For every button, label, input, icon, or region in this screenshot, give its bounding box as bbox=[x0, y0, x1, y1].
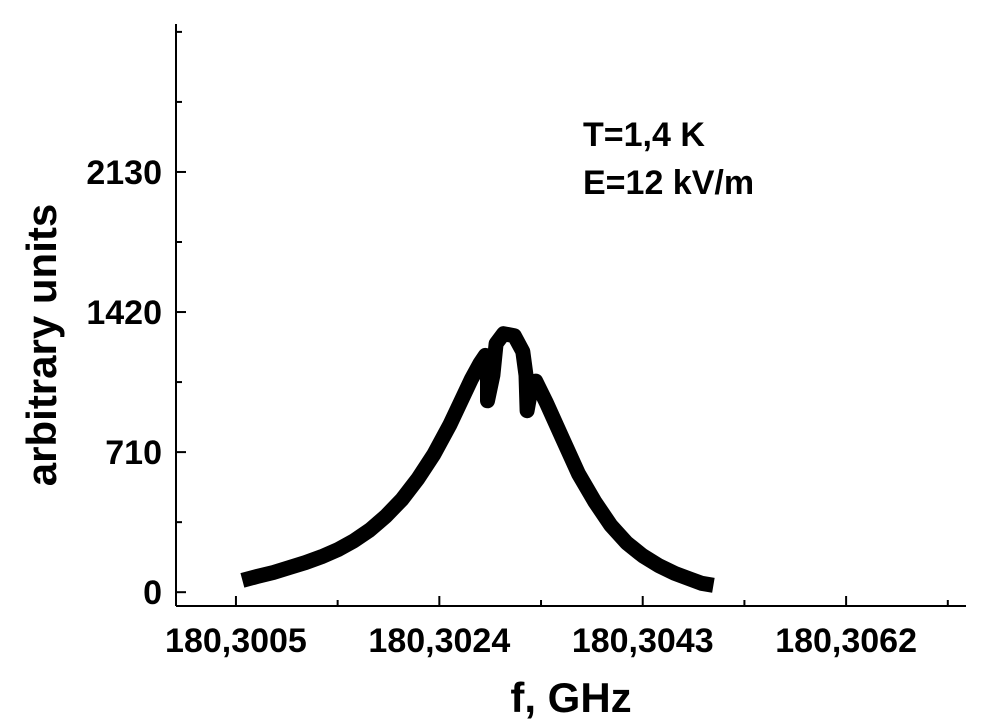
y-tick-label: 0 bbox=[143, 574, 162, 612]
tick-labels: 180,3005 180,3024 180,3043 180,3062 0 710 1420… bbox=[86, 154, 917, 660]
x-tick-label: 180,3062 bbox=[775, 622, 917, 660]
ticks bbox=[176, 30, 949, 606]
annotation-temperature: T=1,4 K bbox=[583, 116, 705, 154]
y-tick-label: 2130 bbox=[86, 154, 162, 192]
x-tick-label: 180,3005 bbox=[165, 622, 307, 660]
y-axis-title: arbitrary units bbox=[18, 204, 65, 486]
x-tick-label: 180,3024 bbox=[368, 622, 510, 660]
y-tick-label: 710 bbox=[105, 434, 162, 472]
axes bbox=[175, 24, 966, 607]
annotation-field: E=12 kV/m bbox=[583, 164, 754, 202]
series-layer bbox=[240, 326, 715, 593]
x-axis-title: f, GHz bbox=[510, 674, 631, 721]
series-line-0 bbox=[240, 326, 715, 593]
x-tick-label: 180,3043 bbox=[572, 622, 714, 660]
y-tick-label: 1420 bbox=[86, 294, 162, 332]
